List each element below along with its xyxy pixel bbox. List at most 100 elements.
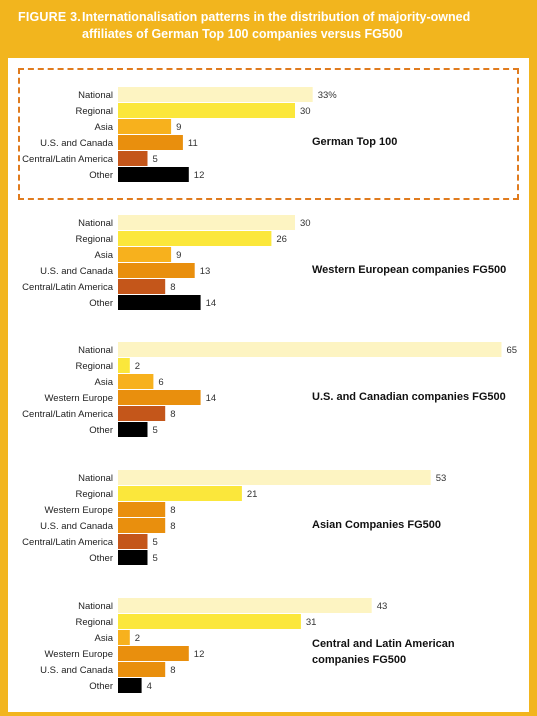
figure-title: Internationalisation patterns in the dis… (82, 10, 471, 41)
category-label: U.S. and Canada (40, 521, 114, 532)
value-label: 26 (276, 234, 287, 245)
group-title: Central and Latin American companies FG50… (312, 638, 455, 666)
bar-u-s-and-canada (118, 263, 195, 278)
bar-western-europe (118, 390, 201, 405)
value-label: 11 (188, 138, 198, 149)
category-label: U.S. and Canada (40, 665, 114, 676)
value-label: 21 (247, 489, 258, 500)
bar-regional (118, 614, 301, 629)
bar-central-latin-america (118, 406, 166, 421)
bar-national (118, 470, 431, 485)
bar-western-europe (118, 502, 166, 517)
category-label: Regional (76, 489, 114, 500)
bar-asia (118, 247, 172, 262)
value-label: 8 (170, 521, 175, 532)
category-label: Asia (95, 122, 114, 133)
category-label: Central/Latin America (22, 154, 114, 165)
category-label: Other (89, 681, 113, 692)
category-label: Central/Latin America (22, 409, 114, 420)
bar-other (118, 550, 148, 565)
category-label: Other (89, 298, 113, 309)
category-label: National (78, 345, 113, 356)
category-label: Regional (76, 617, 114, 628)
value-label: 5 (153, 425, 158, 436)
value-label: 12 (194, 170, 205, 181)
bar-u-s-and-canada (118, 135, 183, 150)
value-label: 8 (170, 282, 175, 293)
category-label: Central/Latin America (22, 537, 114, 548)
group-title: Asian Companies FG500 (312, 519, 441, 531)
category-label: Asia (95, 250, 114, 261)
value-label: 43 (377, 601, 388, 612)
category-label: Asia (95, 377, 114, 388)
value-label: 2 (135, 633, 140, 644)
bar-asia (118, 119, 172, 134)
bar-regional (118, 231, 272, 246)
value-label: 8 (170, 409, 175, 420)
value-label: 9 (176, 250, 181, 261)
value-label: 33% (318, 90, 338, 101)
bar-regional (118, 486, 242, 501)
category-label: Regional (76, 234, 114, 245)
bar-other (118, 167, 189, 182)
value-label: 8 (170, 505, 175, 516)
value-label: 31 (306, 617, 317, 628)
figure-label: FIGURE 3. (18, 10, 81, 24)
bar-national (118, 87, 313, 102)
bar-u-s-and-canada (118, 518, 166, 533)
value-label: 30 (300, 106, 311, 117)
category-label: Central/Latin America (22, 282, 114, 293)
bar-regional (118, 103, 295, 118)
value-label: 14 (206, 393, 217, 404)
value-label: 5 (153, 553, 158, 564)
bar-other (118, 295, 201, 310)
bar-other (118, 678, 142, 693)
category-label: National (78, 601, 113, 612)
category-label: Other (89, 170, 113, 181)
category-label: Western Europe (45, 649, 113, 660)
category-label: National (78, 473, 113, 484)
group-title: Western European companies FG500 (312, 264, 506, 276)
category-label: Western Europe (45, 505, 113, 516)
bar-asia (118, 630, 130, 645)
value-label: 2 (135, 361, 140, 372)
category-label: Other (89, 425, 113, 436)
category-label: Regional (76, 361, 114, 372)
bar-u-s-and-canada (118, 662, 166, 677)
category-label: U.S. and Canada (40, 138, 114, 149)
category-label: Asia (95, 633, 114, 644)
bar-asia (118, 374, 154, 389)
highlight-box (18, 68, 519, 200)
value-label: 14 (206, 298, 217, 309)
value-label: 30 (300, 218, 311, 229)
value-label: 8 (170, 665, 175, 676)
bar-other (118, 422, 148, 437)
figure-header: FIGURE 3. Internationalisation patterns … (0, 0, 537, 56)
value-label: 5 (153, 537, 158, 548)
bar-central-latin-america (118, 151, 148, 166)
category-label: Regional (76, 106, 114, 117)
bar-regional (118, 358, 130, 373)
bar-national (118, 215, 295, 230)
group-title: German Top 100 (312, 136, 397, 148)
bar-western-europe (118, 646, 189, 661)
bar-central-latin-america (118, 534, 148, 549)
value-label: 5 (153, 154, 158, 165)
category-label: U.S. and Canada (40, 266, 114, 277)
value-label: 12 (194, 649, 205, 660)
value-label: 65 (507, 345, 518, 356)
group-title: U.S. and Canadian companies FG500 (312, 391, 506, 403)
bar-central-latin-america (118, 279, 166, 294)
value-label: 53 (436, 473, 447, 484)
value-label: 4 (147, 681, 152, 692)
value-label: 6 (158, 377, 163, 388)
value-label: 13 (200, 266, 211, 277)
category-label: Other (89, 553, 113, 564)
value-label: 9 (176, 122, 181, 133)
category-label: National (78, 218, 113, 229)
bar-national (118, 598, 372, 613)
bar-national (118, 342, 502, 357)
category-label: Western Europe (45, 393, 113, 404)
category-label: National (78, 90, 113, 101)
